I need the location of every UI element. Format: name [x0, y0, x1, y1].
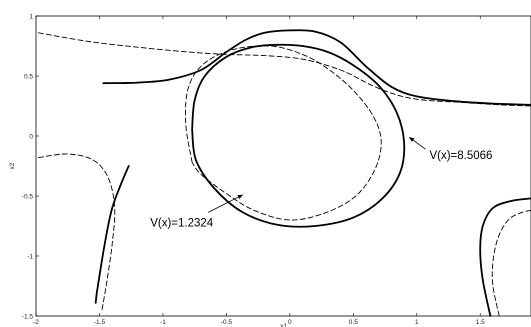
x-ticks-group: -2 -1.5 -1 -0.5 0 0.5 1 1.5 — [33, 16, 485, 326]
y-axis-label: x2 — [9, 162, 16, 169]
annotation-arrow-line — [208, 194, 244, 213]
annotation-arrow-head — [409, 137, 415, 142]
solid-level-curve-0 — [191, 43, 406, 228]
y-ticks-group: 1 0.5 0 -0.5 -1 -1.5 — [22, 13, 39, 320]
y-tick-label: 0 — [29, 133, 33, 140]
y-tick-label: -0.5 — [22, 193, 34, 200]
annotation-label: V(x)=1.2324 — [150, 217, 214, 229]
annotation-arrow-head — [237, 194, 243, 200]
y-tick-label: 0.5 — [24, 73, 33, 80]
annotation-label: V(x)=8.5066 — [429, 150, 492, 162]
x-tick-label: 0.5 — [349, 319, 358, 326]
x-tick-label: -0.5 — [221, 319, 233, 326]
dashed-level-curve-6 — [38, 153, 116, 311]
x-tick-label: -1 — [160, 319, 166, 326]
solid-level-curve-1 — [102, 29, 531, 106]
dashed-level-curve-4 — [185, 45, 382, 221]
solid-level-curve-3 — [479, 197, 531, 317]
dashed-level-curve-5 — [38, 32, 531, 107]
x-tick-label: 1.5 — [476, 319, 485, 326]
x-axis-label: x1 — [280, 323, 287, 327]
x-tick-label: -1.5 — [94, 319, 106, 326]
annotations-group: V(x)=8.5066 V(x)=1.2324 — [150, 136, 492, 229]
y-tick-label: 1 — [29, 13, 33, 20]
x-tick-label: 1 — [415, 319, 419, 326]
y-tick-label: -1 — [27, 253, 33, 260]
solid-level-curve-2 — [94, 165, 130, 304]
curves-group — [38, 29, 531, 317]
y-tick-label: -1.5 — [22, 313, 34, 320]
dashed-level-curve-7 — [491, 209, 531, 317]
plot-frame — [35, 15, 531, 317]
x-tick-label: -2 — [33, 319, 39, 326]
x-tick-label: 0 — [288, 319, 292, 326]
